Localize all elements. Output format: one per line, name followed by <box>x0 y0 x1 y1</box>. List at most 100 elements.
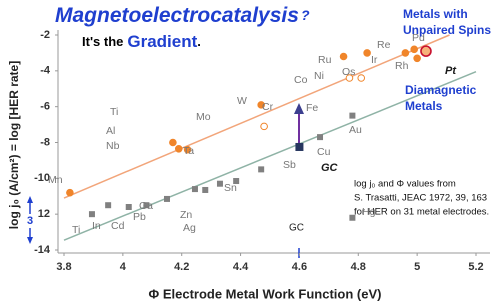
note-line: S. Trasatti, JEAC 1972, 39, 163 <box>354 193 487 204</box>
y-tick-label: -4 <box>40 65 51 77</box>
x-tick-label: 5 <box>414 261 420 273</box>
x-tick-label: 4.6 <box>292 261 307 273</box>
point <box>257 101 265 109</box>
point <box>233 178 240 185</box>
x-axis-label: Φ Electrode Metal Work Function (eV) <box>149 286 382 301</box>
point-label: Re <box>377 39 391 51</box>
y-tick-label: -14 <box>34 244 51 256</box>
point-label: GC <box>289 223 304 234</box>
point-label: Sb <box>283 159 296 171</box>
point <box>363 49 371 57</box>
point-label: Mn <box>48 174 63 186</box>
series <box>88 112 356 221</box>
point-label: In <box>92 220 101 232</box>
point-label: Pb <box>133 211 146 223</box>
point-label: Ta <box>183 145 194 157</box>
point <box>317 134 324 141</box>
subtitle-part: Gradient <box>127 32 197 51</box>
point <box>349 112 356 119</box>
point-label: Fe <box>306 102 318 114</box>
point-label: Cr <box>262 101 274 113</box>
point-label: Cd <box>111 220 125 232</box>
gc-arrow <box>294 103 304 143</box>
point <box>125 204 132 210</box>
point <box>349 214 356 221</box>
y-tick-label: -10 <box>34 172 50 184</box>
point <box>143 202 150 209</box>
point-label: Cu <box>317 146 331 158</box>
point <box>357 74 366 82</box>
point-label: Zn <box>180 209 192 221</box>
point-label: Ru <box>318 54 332 66</box>
series-label: Pt <box>445 65 457 77</box>
fit-line <box>63 34 450 199</box>
note-line: log j₀ and Φ values from <box>354 179 456 190</box>
point-label: Ag <box>183 222 196 234</box>
point <box>413 54 421 63</box>
x-tick-label: 4 <box>120 261 127 273</box>
series-label: GC <box>321 162 339 174</box>
series <box>420 45 432 57</box>
point <box>401 49 410 57</box>
series <box>66 45 421 197</box>
point <box>105 202 112 209</box>
label-bg <box>25 214 35 228</box>
point-label: Nb <box>106 140 120 152</box>
x-tick-label: 5.2 <box>468 261 483 273</box>
point-label: Sn <box>224 182 237 194</box>
arrow-head <box>27 196 33 203</box>
point <box>420 45 432 57</box>
point-label: Al <box>106 125 115 137</box>
arrow-head <box>294 103 304 114</box>
point <box>260 122 268 131</box>
point <box>202 186 209 193</box>
point-label: W <box>237 95 247 107</box>
subtitle: It's the Gradient. <box>82 32 201 51</box>
scale-arrow: 3 <box>25 196 35 244</box>
note: log j₀ and Φ values from S. Trasatti, JE… <box>354 179 489 218</box>
point <box>410 45 419 54</box>
chart-title: Magnetoelectrocatalysis? <box>55 4 310 27</box>
note-line: for HER on 31 metal electrodes. <box>354 207 489 218</box>
point-label: Ti <box>110 106 118 118</box>
point <box>339 52 348 61</box>
title-mark: ? <box>301 7 310 23</box>
x-tick-label: 4.8 <box>351 261 366 273</box>
point-label: Co <box>294 74 308 86</box>
title-main: Magnetoelectrocatalysis <box>55 4 299 27</box>
y-axis-label: log j₀ (A/cm²) = log [HER rate] <box>7 61 21 229</box>
point-label: Mo <box>196 111 211 123</box>
y-tick-label: 12 <box>38 208 50 220</box>
point-label: Hg <box>362 206 376 218</box>
legend-entry: Diamagnetic Metals <box>405 83 477 113</box>
point <box>169 138 177 147</box>
point <box>345 74 354 82</box>
subtitle-part: . <box>197 34 201 49</box>
x-tick-label: 4.2 <box>174 261 189 273</box>
point-label: Ti <box>72 224 80 236</box>
point-label: Pd <box>412 32 425 44</box>
point-label: Os <box>342 66 355 78</box>
point-label: Ir <box>371 54 378 66</box>
point <box>88 211 95 218</box>
legend-entry: Metals with Unpaired Spins <box>403 7 492 37</box>
y-tick-label: -2 <box>40 29 50 41</box>
point-label: Ni <box>314 70 324 82</box>
arrow-head <box>27 237 33 244</box>
y-tick-label: -8 <box>40 136 50 148</box>
point <box>295 142 304 151</box>
point <box>164 195 170 202</box>
point <box>183 145 192 154</box>
point <box>191 186 198 193</box>
point-label: Ga <box>139 200 153 212</box>
point <box>66 188 74 197</box>
y-tick-label: -6 <box>40 101 50 113</box>
point <box>174 144 183 153</box>
point-label: Au <box>349 124 362 136</box>
point <box>258 166 265 173</box>
point <box>216 180 223 187</box>
x-tick-label: 4.4 <box>233 261 249 273</box>
point-label: Rh <box>395 60 409 72</box>
